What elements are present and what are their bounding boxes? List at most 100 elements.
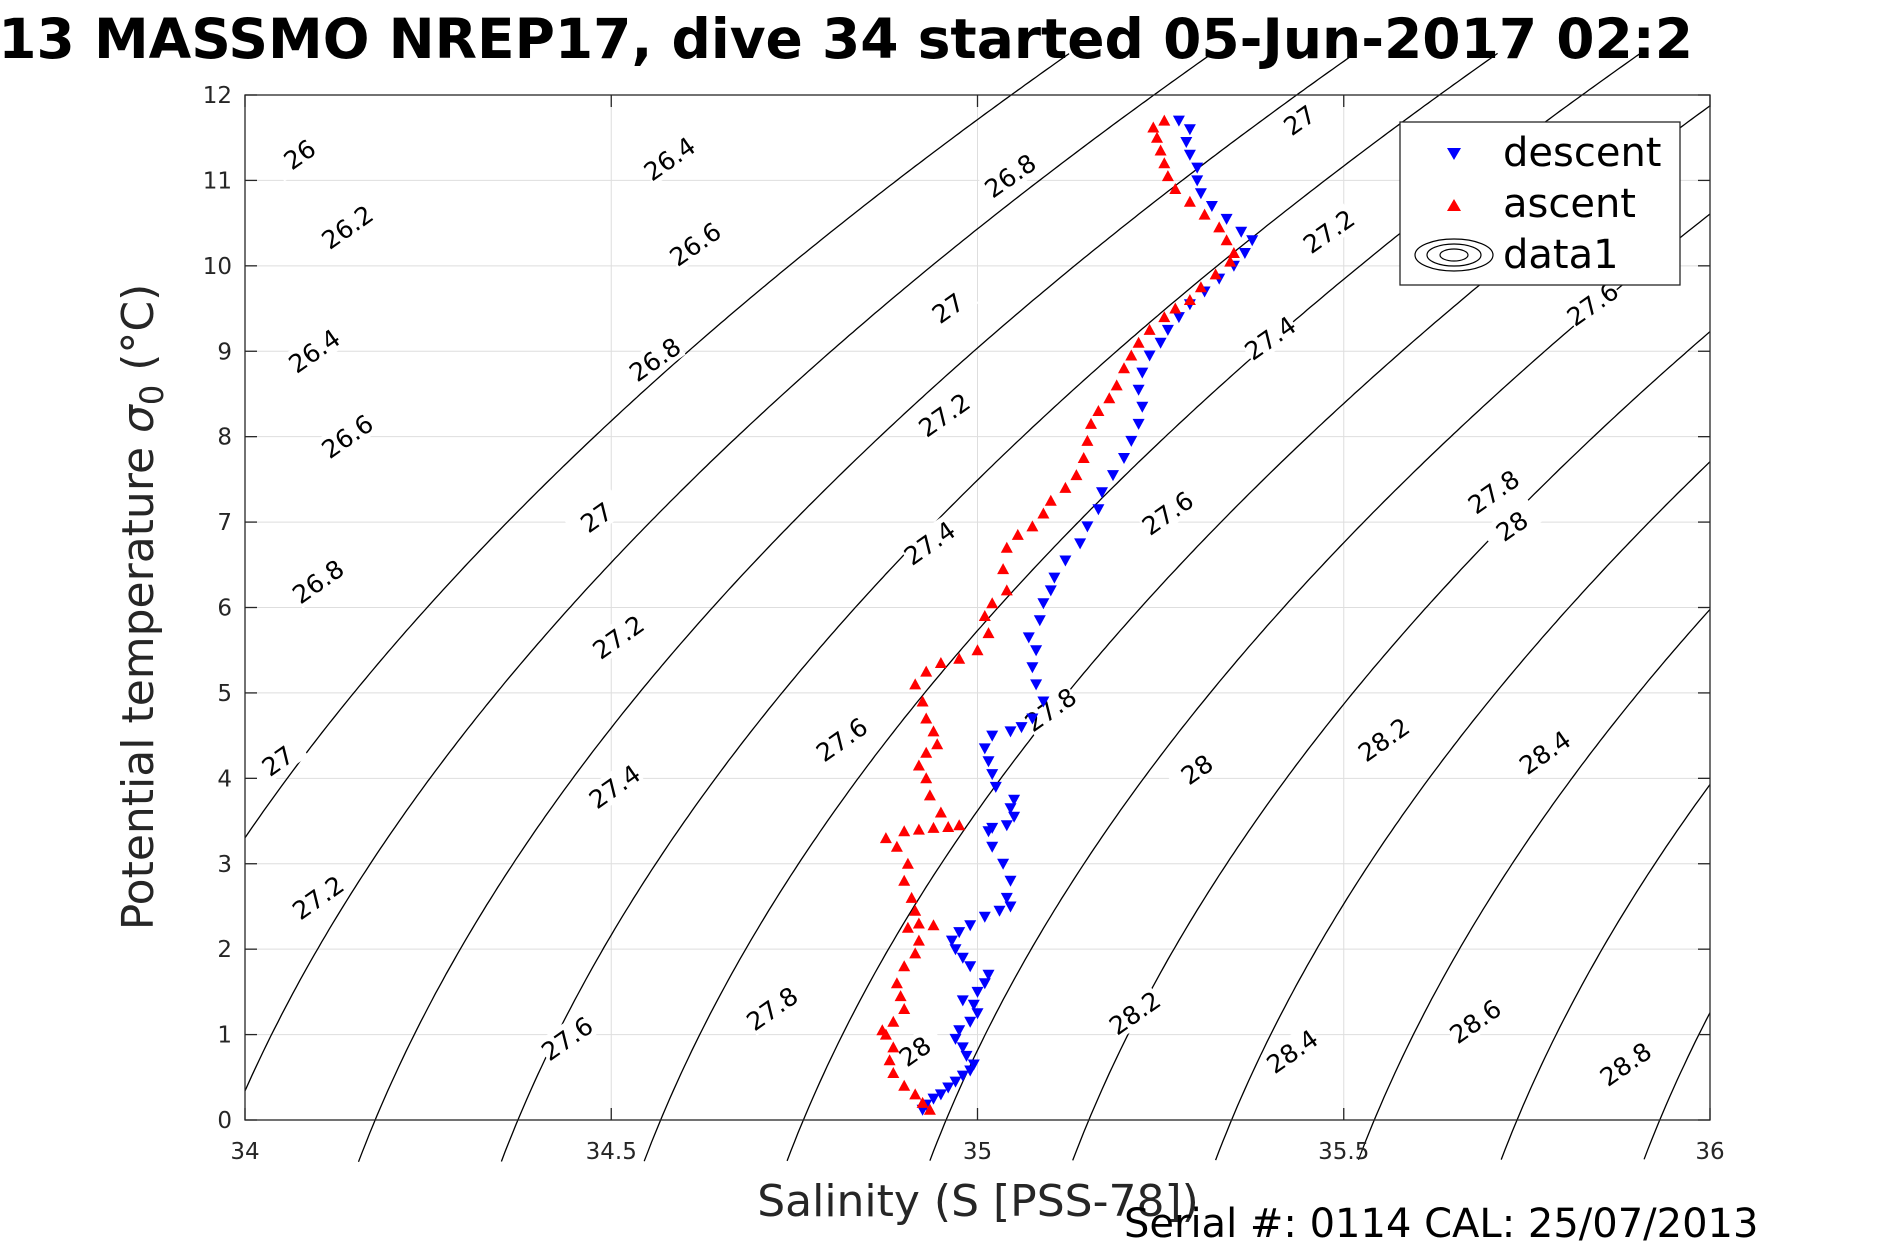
ascent-point-50: [1011, 528, 1024, 540]
descent-point-86: [1183, 124, 1196, 136]
contour-26-4: [357, 52, 1356, 1163]
contour-label-bg: [286, 869, 349, 925]
descent-point-52: [1033, 615, 1046, 627]
descent-point-20: [964, 961, 977, 973]
descent-point-68: [1143, 350, 1156, 362]
ascent-point-40: [920, 665, 933, 677]
descent-point-64: [1132, 418, 1145, 430]
contour-label-bg: [587, 609, 649, 665]
descent-point-82: [1191, 175, 1204, 187]
ascent-point-37: [920, 712, 933, 724]
y-tick-label-5: 5: [217, 681, 232, 707]
ascent-point-28: [942, 821, 955, 832]
ascent-point-30: [934, 806, 947, 818]
ascent-point-36: [927, 725, 940, 737]
descent-point-57: [1074, 538, 1087, 550]
legend-box: [1399, 121, 1681, 286]
ascent-point-71: [1224, 255, 1237, 267]
ascent-point-59: [1092, 405, 1105, 416]
contour-label-bg: [978, 147, 1041, 203]
ascent-point-18: [927, 919, 940, 931]
descent-point-24: [953, 927, 966, 939]
descent-point-41: [982, 756, 995, 768]
contour-label-bg: [565, 489, 627, 545]
x-tick-label-1: 34.5: [586, 1139, 637, 1165]
contour-label-bg: [286, 553, 349, 609]
contour-label-bg: [1268, 92, 1331, 148]
ascent-point-0: [923, 1103, 936, 1115]
descent-point-56: [1059, 555, 1072, 567]
ascent-point-73: [1220, 234, 1233, 246]
legend-descent-marker: [1447, 148, 1461, 160]
descent-point-63: [1125, 435, 1138, 447]
ascent-point-15: [912, 934, 925, 946]
ascent-point-34: [920, 746, 933, 758]
descent-point-59: [1092, 504, 1105, 516]
contour-label-bg: [912, 386, 975, 443]
contour-27-8: [1357, 608, 1711, 1161]
ascent-point-68: [1183, 294, 1196, 305]
descent-point-44: [1004, 726, 1017, 738]
descent-point-32: [986, 841, 999, 853]
ascent-point-58: [1085, 417, 1097, 429]
ascent-point-22: [901, 857, 914, 869]
descent-point-6: [956, 1070, 969, 1082]
ascent-point-27: [927, 821, 940, 833]
contour-label-bg: [1136, 485, 1199, 541]
y-tick-label-12: 12: [203, 83, 232, 109]
ascent-point-35: [931, 738, 944, 750]
descent-point-76: [1238, 248, 1251, 259]
descent-point-5: [949, 1076, 962, 1088]
descent-point-46: [1026, 713, 1039, 725]
x-axis-ticks: 34 34.5 35 35.5 36: [230, 95, 1725, 1165]
descent-point-40: [986, 769, 999, 781]
ascent-point-45: [978, 610, 991, 621]
ascent-point-55: [1070, 469, 1083, 481]
descent-point-3: [934, 1089, 947, 1101]
descent-point-28: [1004, 901, 1017, 913]
ascent-point-82: [1147, 121, 1160, 133]
descent-point-16: [956, 995, 969, 1007]
ascent-point-51: [1026, 520, 1039, 532]
ascent-point-4: [887, 1067, 900, 1078]
contour-label-bg: [316, 199, 378, 255]
ascent-point-74: [1213, 221, 1226, 233]
ascent-point-8: [876, 1024, 889, 1036]
descent-point-81: [1194, 188, 1207, 200]
contour-label-bg: [1444, 993, 1506, 1049]
ascent-point-9: [887, 1015, 900, 1027]
ascent-point-12: [890, 977, 903, 989]
ascent-point-80: [1154, 144, 1167, 156]
y-tick-label-11: 11: [203, 168, 232, 194]
contour-label-bg: [1260, 1023, 1323, 1079]
descent-point-70: [1161, 324, 1174, 336]
ascent-point-1: [916, 1096, 929, 1108]
descent-point-17: [971, 986, 984, 998]
ascent-point-2: [909, 1088, 922, 1100]
descent-point-29: [1000, 892, 1013, 904]
y-axis-label: Potential temperature σ0 (°C): [113, 284, 171, 931]
ascent-point-60: [1103, 392, 1116, 404]
descent-point-10: [956, 1042, 969, 1054]
ascent-point-83: [1158, 114, 1171, 126]
descent-point-22: [949, 944, 962, 956]
serial-cal-footer: Serial #: 0114 CAL: 25/07/2013: [1124, 1201, 1758, 1247]
descent-point-71: [1172, 312, 1185, 324]
ascent-point-17: [912, 917, 925, 929]
y-tick-label-6: 6: [217, 596, 232, 622]
ascent-point-29: [953, 819, 966, 831]
ascent-point-42: [953, 652, 966, 664]
ascent-point-46: [986, 597, 999, 609]
descent-point-84: [1183, 149, 1196, 161]
contour-label-bg: [740, 980, 803, 1036]
contour-label-bg: [268, 126, 331, 182]
y-axis-label-unit: (°C): [113, 284, 164, 385]
ascent-point-47: [1000, 584, 1013, 596]
contour-label-bg: [1103, 984, 1166, 1040]
ascent-point-63: [1125, 349, 1138, 361]
ascent-point-77: [1169, 183, 1182, 194]
contour-label-bg: [883, 1023, 946, 1079]
descent-point-66: [1132, 384, 1145, 396]
